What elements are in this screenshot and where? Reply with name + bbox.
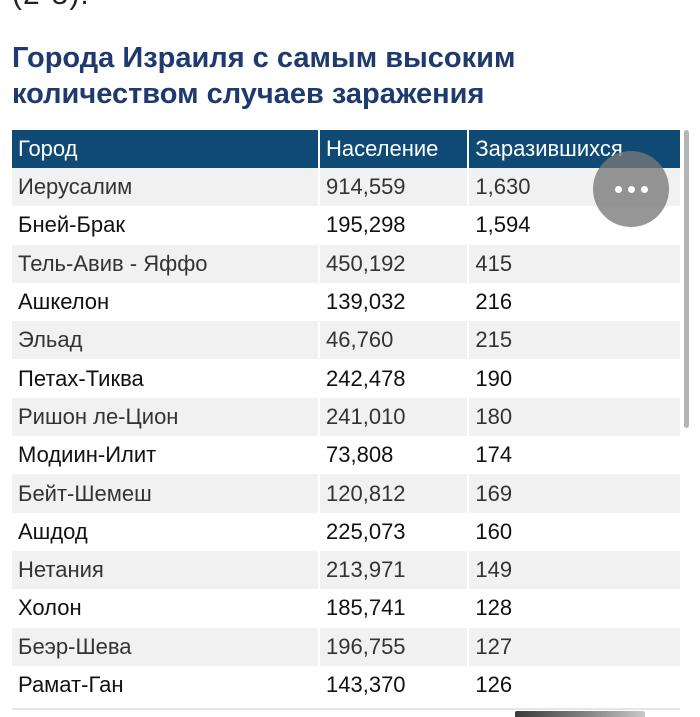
cell-cases: 1,594 — [468, 206, 680, 245]
more-horizontal-icon — [640, 185, 648, 193]
cell-population: 120,812 — [319, 474, 470, 513]
header-cases: Заразившихся — [468, 130, 680, 168]
cell-cases: 190 — [468, 359, 680, 398]
cell-population: 185,741 — [319, 589, 470, 628]
next-image-thumbnail — [515, 711, 645, 717]
cell-population: 213,971 — [319, 550, 470, 590]
divider — [12, 708, 680, 710]
cell-population: 139,032 — [319, 282, 470, 322]
article-title: Города Израиля с самым высоким количеств… — [12, 42, 516, 110]
table-row: Нетания 213,971 149 — [12, 550, 680, 590]
cell-population: 73,808 — [319, 436, 470, 475]
table-row: Петах-Тиква 242,478 190 — [12, 359, 680, 398]
table-row: Бейт-Шемеш 120,812 169 — [12, 474, 680, 513]
table-row: Ашкелон 139,032 216 — [12, 282, 680, 322]
cell-city: Бейт-Шемеш — [12, 474, 321, 513]
cell-city: Тель-Авив - Яффо — [12, 244, 321, 283]
table-row: Иерусалим 914,559 1,630 — [12, 168, 680, 207]
cell-cases: 128 — [468, 589, 680, 628]
table-row: Рамат-Ган 143,370 126 — [12, 665, 680, 705]
cell-population: 46,760 — [319, 321, 470, 360]
table-row: Тель-Авив - Яффо 450,192 415 — [12, 244, 680, 283]
header-population: Население — [319, 130, 470, 168]
cell-city: Ашкелон — [12, 282, 321, 322]
cell-cases: 127 — [468, 627, 680, 666]
cell-city: Ашдод — [12, 512, 321, 551]
cell-population: 241,010 — [319, 397, 470, 437]
table-scrollbar[interactable] — [684, 130, 689, 428]
cell-city: Эльад — [12, 321, 321, 360]
cell-cases: 126 — [468, 665, 680, 705]
table-row: Беэр-Шева 196,755 127 — [12, 627, 680, 666]
table-container[interactable]: Город Население Заразившихся Иерусалим 9… — [12, 130, 680, 705]
cell-city: Беэр-Шева — [12, 627, 321, 666]
table-header-row: Город Население Заразившихся — [12, 130, 680, 168]
table-row: Бней-Брак 195,298 1,594 — [12, 206, 680, 245]
cell-city: Модиин-Илит — [12, 436, 321, 475]
cell-cases: 169 — [468, 474, 680, 513]
cell-city: Иерусалим — [12, 168, 321, 207]
cell-cases: 160 — [468, 512, 680, 551]
cell-population: 450,192 — [319, 244, 470, 283]
cell-cases: 216 — [468, 282, 680, 322]
cell-population: 196,755 — [319, 627, 470, 666]
table-row: Модиин-Илит 73,808 174 — [12, 436, 680, 475]
cell-city: Ришон ле-Цион — [12, 397, 321, 437]
header-city: Город — [12, 130, 321, 168]
more-horizontal-icon — [614, 185, 622, 193]
cell-population: 914,559 — [319, 168, 470, 207]
cell-cases: 180 — [468, 397, 680, 437]
table-row: Холон 185,741 128 — [12, 589, 680, 628]
cell-population: 195,298 — [319, 206, 470, 245]
cell-city: Рамат-Ган — [12, 665, 321, 705]
cell-cases: 415 — [468, 244, 680, 283]
cell-city: Бней-Брак — [12, 206, 321, 245]
table-row: Ришон ле-Цион 241,010 180 — [12, 397, 680, 437]
cell-cases: 149 — [468, 550, 680, 590]
cell-population: 225,073 — [319, 512, 470, 551]
more-horizontal-icon — [627, 185, 635, 193]
cell-city: Нетания — [12, 550, 321, 590]
cases-table: Город Население Заразившихся Иерусалим 9… — [12, 130, 680, 705]
table-row: Эльад 46,760 215 — [12, 321, 680, 360]
cell-city: Петах-Тиква — [12, 359, 321, 398]
cell-cases: 174 — [468, 436, 680, 475]
previous-text-fragment: (2-5). — [12, 0, 90, 12]
cell-population: 242,478 — [319, 359, 470, 398]
more-options-button[interactable] — [593, 151, 669, 227]
table-row: Ашдод 225,073 160 — [12, 512, 680, 551]
cell-cases: 215 — [468, 321, 680, 360]
cell-city: Холон — [12, 589, 321, 628]
cell-population: 143,370 — [319, 665, 470, 705]
